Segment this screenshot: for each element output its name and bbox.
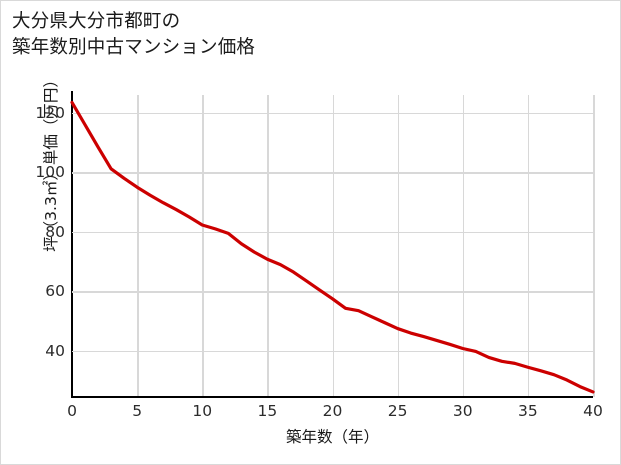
gridline-x-25 [397, 95, 400, 397]
price-line [70, 100, 595, 394]
x-tick-20: 20 [322, 402, 343, 420]
gridline-x-20 [332, 95, 334, 397]
x-tick-35: 35 [518, 402, 538, 420]
gridline-x-15 [267, 95, 269, 397]
x-tick-5: 5 [132, 402, 143, 420]
gridline-x-10 [202, 95, 204, 397]
x-tick-15: 15 [257, 402, 278, 420]
y-tick-80: 80 [45, 222, 65, 241]
chart-title: 大分県大分市都町の 築年数別中古マンション価格 [12, 11, 256, 59]
x-axis-tick-labels: 0 5 10 15 20 25 30 35 40 [67, 402, 603, 424]
gridline-x-40 [593, 95, 595, 397]
y-axis-tick-labels: 40 60 80 100 120 [21, 95, 65, 397]
x-tick-40: 40 [583, 402, 603, 420]
x-axis-title: 築年数（年） [285, 428, 379, 446]
gridline-x-30 [462, 95, 465, 397]
data-line-series [70, 100, 595, 394]
y-axis-title: 坪（3.3㎡）単価（万円） [42, 72, 60, 252]
x-tick-25: 25 [387, 402, 408, 420]
y-tick-40: 40 [45, 341, 65, 360]
x-tick-10: 10 [192, 402, 213, 420]
plot-area [70, 91, 595, 398]
y-tick-60: 60 [45, 282, 65, 301]
x-tick-30: 30 [452, 402, 473, 420]
y-tick-100: 100 [35, 163, 65, 182]
gridline-x-35 [527, 95, 530, 397]
gridline-x-5 [137, 95, 139, 397]
y-tick-120: 120 [35, 103, 65, 122]
x-tick-0: 0 [67, 402, 77, 420]
